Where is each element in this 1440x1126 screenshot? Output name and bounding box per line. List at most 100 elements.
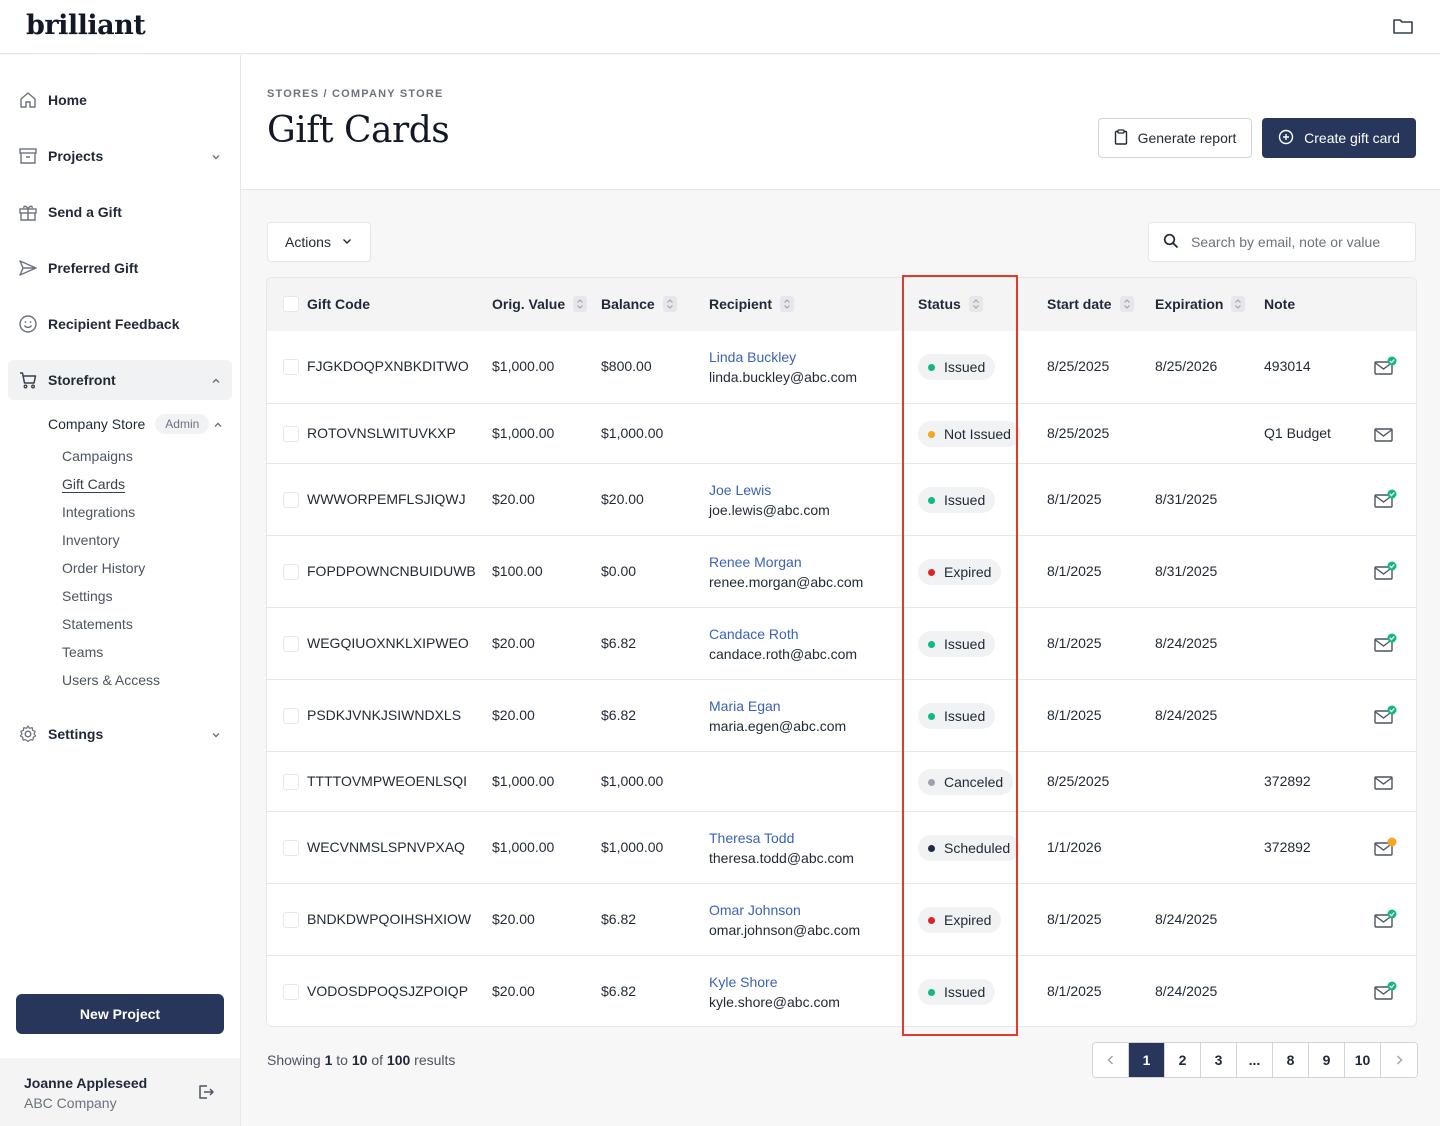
chevron-down-icon[interactable] — [210, 150, 222, 162]
column-gift-code[interactable]: Gift Code — [307, 296, 370, 312]
sidebar-item-storefront[interactable]: Storefront — [8, 360, 232, 400]
create-gift-card-button[interactable]: Create gift card — [1262, 118, 1416, 158]
sidebar-item-preferred-gift[interactable]: Preferred Gift — [8, 248, 232, 288]
next-page-button[interactable] — [1381, 1043, 1417, 1077]
actions-dropdown[interactable]: Actions — [267, 222, 371, 262]
sidebar-item-company-store[interactable]: Company Store Admin — [48, 412, 228, 436]
chevron-up-icon[interactable] — [210, 374, 222, 386]
table-row[interactable]: VODOSDPOQSJZPOIQP $20.00 $6.82 Kyle Shore ky… — [267, 955, 1416, 1026]
sidebar-item-settings[interactable]: Settings — [8, 714, 232, 754]
sidebar-link-gift-cards[interactable]: Gift Cards — [62, 476, 126, 492]
gift-code: VODOSDPOQSJZPOIQP — [307, 983, 469, 999]
sidebar-item-home[interactable]: Home — [8, 80, 232, 120]
sidebar-item-projects[interactable]: Projects — [8, 136, 232, 176]
email-sent-icon[interactable] — [1373, 561, 1397, 581]
start-date: 8/25/2025 — [1047, 773, 1110, 789]
column-status[interactable]: Status — [918, 296, 983, 312]
recipient-name-link[interactable]: Omar Johnson — [709, 902, 801, 918]
email-sent-icon[interactable] — [1373, 705, 1397, 725]
column-balance[interactable]: Balance — [601, 296, 677, 312]
sidebar-item-recipient-feedback[interactable]: Recipient Feedback — [8, 304, 232, 344]
sidebar-link-campaigns[interactable]: Campaigns — [62, 448, 133, 464]
sidebar-link-inventory[interactable]: Inventory — [62, 532, 120, 548]
results-to: 10 — [351, 1052, 368, 1068]
chevron-down-icon[interactable] — [210, 728, 222, 740]
row-checkbox[interactable] — [283, 636, 299, 652]
sidebar-link-integrations[interactable]: Integrations — [62, 504, 136, 520]
table-row[interactable]: WWWORPEMFLSJIQWJ $20.00 $20.00 Joe Lewis joe… — [267, 463, 1416, 535]
email-sent-icon[interactable] — [1373, 633, 1397, 653]
table-row[interactable]: WECVNMSLSPNVPXAQ $1,000.00 $1,000.00 Theres… — [267, 811, 1416, 883]
chevron-up-icon[interactable] — [212, 418, 224, 430]
generate-report-button[interactable]: Generate report — [1098, 118, 1252, 158]
page-button[interactable]: 9 — [1309, 1043, 1345, 1077]
column-recipient[interactable]: Recipient — [709, 296, 795, 312]
email-icon[interactable] — [1373, 771, 1397, 791]
sort-icon[interactable] — [1231, 296, 1246, 312]
recipient-name-link[interactable]: Candace Roth — [709, 626, 799, 642]
table-row[interactable]: FJGKDOQPXNBKDITWO $1,000.00 $800.00 Linda B… — [267, 331, 1416, 403]
sidebar-link-settings[interactable]: Settings — [62, 588, 113, 604]
sidebar-link-users-access[interactable]: Users & Access — [62, 672, 161, 688]
email-icon[interactable] — [1373, 423, 1397, 443]
sidebar-item-send-gift[interactable]: Send a Gift — [8, 192, 232, 232]
email-scheduled-icon[interactable] — [1373, 837, 1397, 857]
page-button[interactable]: 2 — [1165, 1043, 1201, 1077]
column-start-date[interactable]: Start date — [1047, 296, 1134, 312]
row-checkbox[interactable] — [283, 840, 299, 856]
column-orig-value[interactable]: Orig. Value — [492, 296, 588, 312]
row-checkbox[interactable] — [283, 426, 299, 442]
recipient-name-link[interactable]: Kyle Shore — [709, 974, 778, 990]
sidebar-item-label: Settings — [48, 726, 104, 742]
recipient-name-link[interactable]: Renee Morgan — [709, 554, 802, 570]
row-checkbox[interactable] — [283, 359, 299, 375]
sidebar-link-order-history[interactable]: Order History — [62, 560, 146, 576]
recipient-name-link[interactable]: Maria Egan — [709, 698, 781, 714]
row-checkbox[interactable] — [283, 708, 299, 724]
table-row[interactable]: ROTOVNSLWITUVKXP $1,000.00 $1,000.00 Not Is… — [267, 403, 1416, 463]
search-input[interactable] — [1191, 234, 1401, 250]
row-checkbox[interactable] — [283, 492, 299, 508]
recipient-name-link[interactable]: Theresa Todd — [709, 830, 795, 846]
results-to-word: to — [336, 1052, 348, 1068]
email-sent-icon[interactable] — [1373, 489, 1397, 509]
prev-page-button[interactable] — [1093, 1043, 1129, 1077]
new-project-button[interactable]: New Project — [16, 994, 224, 1034]
brand-logo[interactable]: brilliant — [26, 10, 146, 41]
email-sent-icon[interactable] — [1373, 981, 1397, 1001]
balance: $1,000.00 — [601, 425, 664, 441]
page-button[interactable]: 10 — [1345, 1043, 1381, 1077]
column-expiration[interactable]: Expiration — [1155, 296, 1246, 312]
row-checkbox[interactable] — [283, 564, 299, 580]
row-checkbox[interactable] — [283, 774, 299, 790]
row-checkbox[interactable] — [283, 912, 299, 928]
sidebar-link-statements[interactable]: Statements — [62, 616, 133, 632]
email-sent-icon[interactable] — [1373, 909, 1397, 929]
logout-icon[interactable] — [196, 1082, 216, 1102]
table-row[interactable]: PSDKJVNKJSIWNDXLS $20.00 $6.82 Maria Egan ma… — [267, 679, 1416, 751]
sort-icon[interactable] — [573, 296, 588, 312]
plus-circle-icon — [1278, 129, 1294, 148]
orig-value: $20.00 — [492, 707, 535, 723]
table-row[interactable]: BNDKDWPQOIHSHXIOW $20.00 $6.82 Omar Johnson… — [267, 883, 1416, 955]
row-checkbox[interactable] — [283, 984, 299, 1000]
sort-icon[interactable] — [780, 296, 795, 312]
sort-icon[interactable] — [662, 296, 677, 312]
table-row[interactable]: WEGQIUOXNKLXIPWEO $20.00 $6.82 Candace Roth… — [267, 607, 1416, 679]
sort-icon[interactable] — [1119, 296, 1134, 312]
sidebar-link-teams[interactable]: Teams — [62, 644, 104, 660]
page-button[interactable]: 3 — [1201, 1043, 1237, 1077]
page-button[interactable]: 1 — [1129, 1043, 1165, 1077]
start-date: 8/1/2025 — [1047, 491, 1102, 507]
table-row[interactable]: TTTTOVMPWEOENLSQI $1,000.00 $1,000.00 Cance… — [267, 751, 1416, 811]
orig-value: $1,000.00 — [492, 425, 555, 441]
table-row[interactable]: FOPDPOWNCNBUIDUWB $100.00 $0.00 Renee Morga… — [267, 535, 1416, 607]
sort-icon[interactable] — [968, 296, 983, 312]
select-all-checkbox[interactable] — [283, 296, 299, 312]
gift-code: BNDKDWPQOIHSHXIOW — [307, 911, 472, 927]
recipient-name-link[interactable]: Joe Lewis — [709, 482, 772, 498]
recipient-name-link[interactable]: Linda Buckley — [709, 349, 797, 365]
folder-icon[interactable] — [1392, 16, 1416, 38]
page-button[interactable]: 8 — [1273, 1043, 1309, 1077]
email-sent-icon[interactable] — [1373, 356, 1397, 376]
